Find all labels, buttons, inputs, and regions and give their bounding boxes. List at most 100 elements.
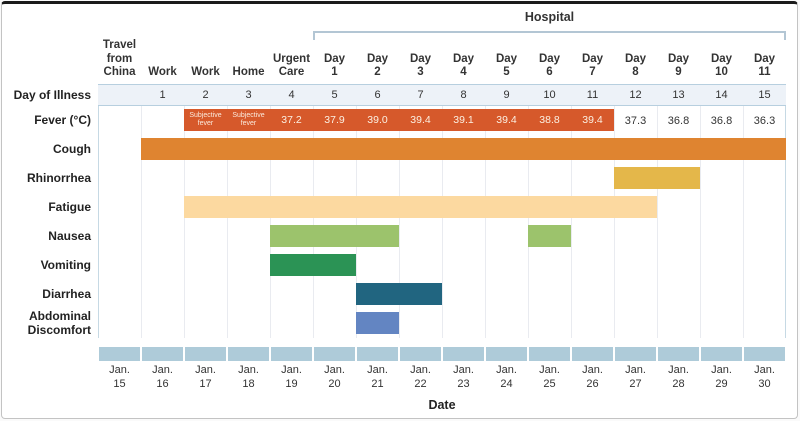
fever-value-after-bar: 36.3 bbox=[753, 114, 776, 127]
date-band-cell-14 bbox=[701, 347, 742, 361]
column-header-col11: Day 7 bbox=[581, 52, 604, 79]
day-of-illness-value-11: 11 bbox=[586, 89, 599, 101]
date-label-10: Jan. 25 bbox=[539, 364, 560, 390]
date-label-15: Jan. 30 bbox=[754, 364, 775, 390]
column-header-col15: Day 11 bbox=[753, 52, 776, 79]
fever-value-cell: 39.4 bbox=[496, 114, 517, 126]
row-label-abdominal-discomfort: Abdominal Discomfort bbox=[27, 309, 91, 337]
date-band-cell-3 bbox=[228, 347, 269, 361]
column-header-col3: Home bbox=[232, 66, 265, 79]
fever-value-cell: Subjective fever bbox=[189, 111, 222, 127]
date-band bbox=[98, 347, 786, 361]
day-of-illness-band: 1 2 3 4 5 6 7 8 9 10 11 12 13 14 15 bbox=[98, 84, 786, 106]
date-label-5: Jan. 20 bbox=[324, 364, 345, 390]
column-header-col8: Day 4 bbox=[452, 52, 475, 79]
day-of-illness-value-7: 7 bbox=[417, 89, 424, 101]
day-of-illness-value-6: 6 bbox=[374, 89, 381, 101]
date-band-cell-9 bbox=[486, 347, 527, 361]
date-label-row: Jan. 15 Jan. 16 Jan. 17 Jan. 18 Jan. 19 Jan. … bbox=[98, 364, 786, 392]
date-band-cell-8 bbox=[443, 347, 484, 361]
fever-value-cell: Subjective fever bbox=[232, 111, 265, 127]
column-header-col7: Day 3 bbox=[409, 52, 432, 79]
column-header-col1: Work bbox=[148, 66, 177, 79]
column-header-col2: Work bbox=[191, 66, 220, 79]
fever-value-cell: 39.0 bbox=[367, 114, 388, 126]
date-label-13: Jan. 28 bbox=[668, 364, 689, 390]
fever-value-cell: 39.4 bbox=[410, 114, 431, 126]
date-band-cell-12 bbox=[615, 347, 656, 361]
day-of-illness-value-4: 4 bbox=[288, 89, 295, 101]
column-header-col12: Day 8 bbox=[624, 52, 647, 79]
date-band-cell-11 bbox=[572, 347, 613, 361]
date-band-cell-2 bbox=[185, 347, 226, 361]
bar-diarrhea bbox=[356, 283, 442, 305]
column-header-col6: Day 2 bbox=[366, 52, 389, 79]
date-label-2: Jan. 17 bbox=[195, 364, 216, 390]
date-label-3: Jan. 18 bbox=[238, 364, 259, 390]
column-header-travel: Travel from China bbox=[102, 39, 137, 79]
day-of-illness-value-14: 14 bbox=[715, 89, 728, 101]
bar-vomiting bbox=[270, 254, 356, 276]
date-band-cell-1 bbox=[142, 347, 183, 361]
row-label-cough: Cough bbox=[53, 141, 91, 156]
timeline-header: Hospital Travel from China Work Work Home Ur… bbox=[2, 4, 797, 84]
date-label-4: Jan. 19 bbox=[281, 364, 302, 390]
day-of-illness-value-2: 2 bbox=[202, 89, 209, 101]
date-axis-title: Date bbox=[428, 397, 456, 412]
date-band-cell-4 bbox=[271, 347, 312, 361]
day-of-illness-value-5: 5 bbox=[331, 89, 338, 101]
day-of-illness-row: Day of Illness 1 2 3 4 5 6 7 8 9 10 11 12 13 14 15 bbox=[2, 84, 797, 106]
bar-nausea bbox=[270, 225, 399, 247]
bar-nausea bbox=[528, 225, 571, 247]
row-label-diarrhea: Diarrhea bbox=[42, 286, 91, 301]
date-label-9: Jan. 24 bbox=[496, 364, 517, 390]
day-of-illness-value-10: 10 bbox=[543, 89, 556, 101]
bar-fatigue bbox=[184, 196, 657, 218]
bar-cough bbox=[141, 138, 786, 160]
column-header-col10: Day 6 bbox=[538, 52, 561, 79]
day-of-illness-value-8: 8 bbox=[460, 89, 467, 101]
row-label-nausea: Nausea bbox=[48, 228, 91, 243]
bar-rhinorrhea bbox=[614, 167, 700, 189]
date-label-6: Jan. 21 bbox=[367, 364, 388, 390]
column-header-row: Travel from China Work Work Home Urgent Care… bbox=[98, 4, 786, 84]
day-of-illness-value-12: 12 bbox=[629, 89, 642, 101]
date-label-0: Jan. 15 bbox=[109, 364, 130, 390]
date-band-cell-10 bbox=[529, 347, 570, 361]
date-label-11: Jan. 26 bbox=[582, 364, 603, 390]
date-label-1: Jan. 16 bbox=[152, 364, 173, 390]
row-label-fatigue: Fatigue bbox=[48, 199, 91, 214]
date-label-7: Jan. 22 bbox=[410, 364, 431, 390]
day-of-illness-value-13: 13 bbox=[672, 89, 685, 101]
date-band-cell-7 bbox=[400, 347, 441, 361]
bar-fever: Subjective fever Subjective fever 37.2 37.9… bbox=[184, 109, 614, 131]
date-band-cell-6 bbox=[357, 347, 398, 361]
row-label-vomiting: Vomiting bbox=[40, 257, 91, 272]
fever-value-after-bar: 36.8 bbox=[710, 114, 733, 127]
date-band-cell-15 bbox=[744, 347, 785, 361]
date-band-cell-13 bbox=[658, 347, 699, 361]
chart-body: Fever (°C) Subjective fever Subjective fev… bbox=[2, 106, 797, 338]
row-label-fever: Fever (°C) bbox=[34, 112, 91, 127]
column-header-col4: Urgent Care bbox=[272, 52, 311, 79]
fever-value-cell: 37.2 bbox=[281, 114, 302, 126]
fever-value-after-bar: 37.3 bbox=[624, 114, 647, 127]
fever-value-cell: 39.1 bbox=[453, 114, 474, 126]
fever-value-cell: 39.4 bbox=[582, 114, 603, 126]
fever-value-cell: 37.9 bbox=[324, 114, 345, 126]
date-label-14: Jan. 29 bbox=[711, 364, 732, 390]
date-label-12: Jan. 27 bbox=[625, 364, 646, 390]
fever-value-cell: 38.8 bbox=[539, 114, 560, 126]
day-of-illness-value-3: 3 bbox=[245, 89, 252, 101]
day-of-illness-value-9: 9 bbox=[503, 89, 510, 101]
day-of-illness-value-1: 1 bbox=[159, 89, 166, 101]
column-header-col14: Day 10 bbox=[710, 52, 733, 79]
day-of-illness-label: Day of Illness bbox=[13, 88, 91, 102]
column-header-col9: Day 5 bbox=[495, 52, 518, 79]
row-label-rhinorrhea: Rhinorrhea bbox=[26, 170, 91, 185]
column-header-col5: Day 1 bbox=[323, 52, 346, 79]
hospital-bracket bbox=[313, 31, 786, 40]
date-band-cell-5 bbox=[314, 347, 355, 361]
fever-value-after-bar: 36.8 bbox=[667, 114, 690, 127]
